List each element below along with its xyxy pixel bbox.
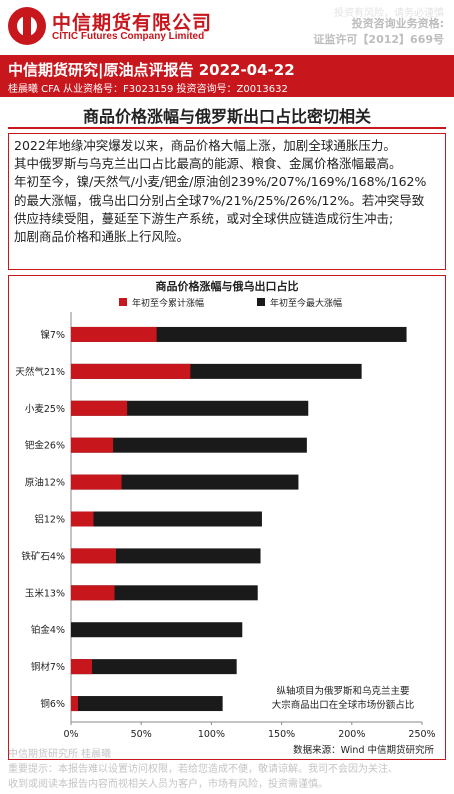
legend-swatch <box>119 298 127 306</box>
bar-cumulative-gain <box>71 659 93 675</box>
analyst-info: 桂晨曦 CFA 从业资格号：F3023159 投资咨询号：Z0013632 <box>8 84 288 95</box>
legend-label: 年初至今累计涨幅 <box>132 297 204 309</box>
legend-label: 年初至今最大涨幅 <box>270 297 342 309</box>
y-tick-label: 镍7% <box>40 329 65 341</box>
bar-max-gain <box>71 437 307 453</box>
y-tick-label: 玉米13% <box>25 587 65 599</box>
footer-disclaimer: 收到或阅读本报告内容而视相关人员为客户，市场有风险，投资需谨慎。 <box>8 779 328 790</box>
chart-source: 数据来源：Wind 中信期货研究所 <box>293 744 434 756</box>
y-tick-label: 铜材7% <box>31 661 65 673</box>
footer-disclaimer: 重要提示：本报告难以设置访问权限，若给您造成不便，敬请谅解。我司不会因为关注、 <box>8 764 398 775</box>
bar-max-gain <box>71 548 261 564</box>
report-title: 中信期货研究|原油点评报告 2022-04-22 <box>8 61 295 79</box>
bar-cumulative-gain <box>71 585 115 601</box>
bar-cumulative-gain <box>71 548 116 564</box>
y-tick-label: 铂金4% <box>31 624 65 636</box>
y-tick-label: 小麦25% <box>25 403 65 415</box>
summary-paragraph: 2022年地缘冲突爆发以来，商品价格大幅上涨，加剧全球通胀压力。 其中俄罗斯与乌… <box>8 133 446 270</box>
paragraph-line: 供应持续受阻，蔓延至下游生产系统，或对全球供应链造成衍生冲击; <box>14 210 394 226</box>
bar-max-gain <box>71 474 299 490</box>
x-tick-label: 100% <box>198 729 225 740</box>
bar-cumulative-gain <box>71 474 122 490</box>
x-tick-label: 50% <box>131 729 152 740</box>
chart-annotation: 大宗商品出口在全球市场份额占比 <box>272 699 415 711</box>
company-name-cn: 中信期货有限公司 <box>52 12 213 34</box>
bar-cumulative-gain <box>71 326 157 342</box>
paragraph-line: 其中俄罗斯与乌克兰出口占比最高的能源、粮食、金属价格涨幅最高。 <box>14 156 402 172</box>
citic-logo-icon <box>8 7 46 45</box>
bar-max-gain <box>71 659 237 675</box>
paragraph-line: 2022年地缘冲突爆发以来，商品价格大幅上涨，加剧全球通胀压力。 <box>14 138 396 153</box>
bar-cumulative-gain <box>71 511 94 527</box>
bar-max-gain <box>71 696 223 712</box>
bar-cumulative-gain <box>71 400 128 416</box>
paragraph-line: 的最大涨幅，俄乌出口分别占全球7%/21%/25%/26%/12%。若冲突导致 <box>14 192 425 208</box>
y-tick-label: 铝12% <box>34 514 65 526</box>
y-tick-label: 铁矿石4% <box>21 550 65 562</box>
title-divider <box>8 127 446 129</box>
x-tick-label: 200% <box>338 729 365 740</box>
license-label: 投资咨询业务资格: <box>351 17 444 30</box>
y-tick-label: 原油12% <box>25 477 65 489</box>
chart-annotation: 纵轴项目为俄罗斯和乌克兰主要 <box>276 685 409 697</box>
chart-title: 商品价格涨幅与俄乌出口占比 <box>156 279 299 293</box>
footer: 中信期货研究所 桂晨曦 重要提示：本报告难以设置访问权限，若给您造成不便，敬请谅… <box>8 747 448 792</box>
bar-max-gain <box>71 400 309 416</box>
company-name-en: CITIC Futures Company Limited <box>52 31 205 42</box>
y-tick-label: 天然气21% <box>15 366 65 378</box>
header-watermark: 投资有风险，请务必谨慎 <box>334 8 444 19</box>
bar-cumulative-gain <box>71 696 79 712</box>
x-tick-label: 0% <box>63 729 78 740</box>
bar-max-gain <box>71 622 243 638</box>
report-banner: 中信期货研究|原油点评报告 2022-04-22 桂晨曦 CFA 从业资格号：F… <box>0 55 454 97</box>
x-tick-label: 150% <box>268 729 295 740</box>
paragraph-line: 加剧商品价格和通胀上行风险。 <box>14 229 190 245</box>
y-tick-label: 钯金26% <box>25 440 65 452</box>
license-number: 证监许可【2012】669号 <box>313 33 444 46</box>
bar-cumulative-gain <box>71 363 191 379</box>
chart-panel: 商品价格涨幅与俄乌出口占比年初至今累计涨幅 年初至今最大涨幅 0% 50% 100% 15… <box>8 275 446 760</box>
header: 中信期货有限公司 CITIC Futures Company Limited 投… <box>0 0 454 52</box>
y-tick-label: 铜6% <box>40 698 65 710</box>
x-tick-label: 250% <box>408 729 435 740</box>
footer-author: 中信期货研究所 桂晨曦 <box>8 749 112 760</box>
legend-swatch <box>257 298 265 306</box>
section-title: 商品价格涨幅与俄罗斯出口占比密切相关 <box>82 107 371 126</box>
bar-max-gain <box>71 585 258 601</box>
paragraph-line: 年初至今，镍/天然气/小麦/钯金/原油创239%/207%/169%/168%/… <box>14 174 427 190</box>
bar-cumulative-gain <box>71 437 114 453</box>
bar-max-gain <box>71 511 262 527</box>
